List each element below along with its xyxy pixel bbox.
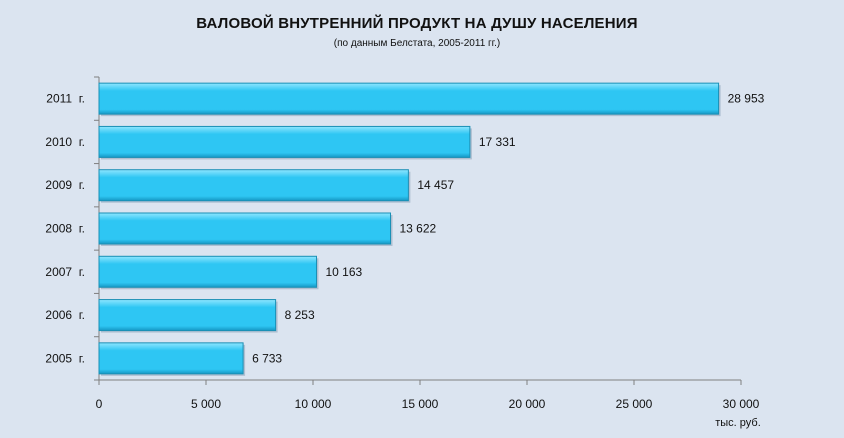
x-tick-label: 20 000 — [509, 397, 546, 411]
bar — [98, 125, 471, 158]
category-label: 2009 г. — [45, 178, 85, 192]
bar — [98, 212, 392, 245]
x-tick-label: 5 000 — [191, 397, 221, 411]
category-label: 2005 г. — [45, 351, 85, 365]
category-label: 2010 г. — [45, 135, 85, 149]
bar — [98, 82, 720, 115]
data-label: 13 622 — [400, 222, 437, 236]
x-tick-label: 0 — [96, 397, 103, 411]
category-label: 2007 г. — [45, 265, 85, 279]
bar — [98, 299, 277, 332]
data-label: 14 457 — [417, 178, 454, 192]
x-tick-label: 25 000 — [616, 397, 653, 411]
category-label: 2011 г. — [46, 92, 85, 106]
data-label: 17 331 — [479, 135, 516, 149]
bar — [98, 169, 409, 202]
bar — [98, 255, 317, 288]
category-label: 2008 г. — [45, 222, 85, 236]
data-label: 6 733 — [252, 351, 282, 365]
x-tick-label: 10 000 — [295, 397, 332, 411]
x-axis-unit-label: тыс. руб. — [715, 417, 761, 429]
category-label: 2006 г. — [45, 308, 85, 322]
chart-subtitle: (по данным Белстата, 2005-2011 гг.) — [333, 38, 501, 49]
data-label: 28 953 — [728, 92, 765, 106]
x-tick-label: 30 000 — [723, 397, 760, 411]
data-label: 8 253 — [285, 308, 315, 322]
chart-title: ВАЛОВОЙ ВНУТРЕННИЙ ПРОДУКТ НА ДУШУ НАСЕЛ… — [196, 15, 638, 32]
x-tick-label: 15 000 — [402, 397, 439, 411]
bar — [98, 342, 244, 375]
data-label: 10 163 — [325, 265, 362, 279]
